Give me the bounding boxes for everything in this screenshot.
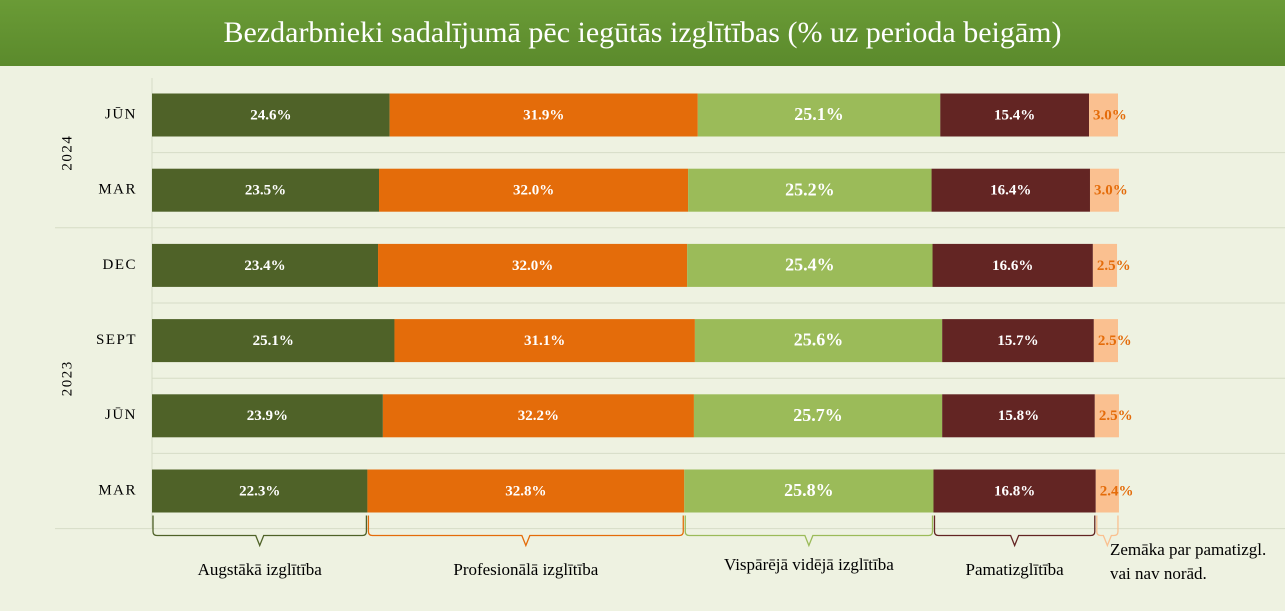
value-label: 24.6% xyxy=(250,107,291,123)
bar-segment xyxy=(687,243,933,287)
value-label: 25.8% xyxy=(784,480,834,500)
bar-segment xyxy=(688,168,932,212)
value-label: 3.0% xyxy=(1093,107,1127,123)
value-label: 2.5% xyxy=(1097,258,1131,274)
bar-segment xyxy=(940,93,1090,137)
bar-segment xyxy=(1089,168,1119,212)
value-label: 32.8% xyxy=(505,483,546,499)
bar-segment xyxy=(684,469,934,513)
bar-segment xyxy=(1092,243,1118,287)
value-label: 31.9% xyxy=(523,107,564,123)
legend-label: Profesionālā izglītība xyxy=(453,560,599,579)
value-label: 25.4% xyxy=(785,255,835,275)
category-label: MAR xyxy=(98,482,137,498)
value-label: 15.7% xyxy=(997,333,1038,349)
legend-bracket xyxy=(684,515,934,548)
legend-bracket xyxy=(933,515,1096,548)
bar-segment xyxy=(1089,93,1118,137)
bar-segment xyxy=(932,243,1093,287)
title-bar xyxy=(0,0,1285,66)
value-label: 32.0% xyxy=(513,183,554,199)
value-label: 3.0% xyxy=(1094,183,1128,199)
legend-label: Pamatizglītība xyxy=(965,560,1064,579)
legend-label: Vispārējā vidējā izglītība xyxy=(723,555,894,574)
value-label: 2.5% xyxy=(1099,408,1133,424)
bar-segment xyxy=(382,394,694,438)
value-label: 23.4% xyxy=(244,258,285,274)
bar-segment xyxy=(933,469,1096,513)
bar-segment xyxy=(1095,469,1119,513)
bar-segment xyxy=(378,243,688,287)
legend-bracket xyxy=(1096,515,1119,548)
value-label: 22.3% xyxy=(239,483,280,499)
category-label: JŪN xyxy=(105,106,137,122)
bar-segment xyxy=(694,319,943,363)
value-label: 25.7% xyxy=(793,405,843,425)
value-label: 25.1% xyxy=(794,104,844,124)
bar-segment xyxy=(152,394,383,438)
bar-segment xyxy=(152,243,379,287)
value-label: 2.5% xyxy=(1098,333,1132,349)
bar-segment xyxy=(697,93,941,137)
bar-segment xyxy=(152,168,380,212)
legend-label: Zemāka par pamatizgl. vai nav norād. xyxy=(1110,540,1267,583)
legend-label: Augstākā izglītība xyxy=(197,560,322,579)
value-label: 15.8% xyxy=(998,408,1039,424)
bar-segment xyxy=(152,469,368,513)
bar-segment xyxy=(379,168,689,212)
value-label: 16.4% xyxy=(990,183,1031,199)
bar-segment xyxy=(1093,319,1118,363)
value-label: 25.6% xyxy=(794,330,844,350)
value-label: 16.6% xyxy=(992,258,1033,274)
legend-bracket xyxy=(152,515,368,548)
value-label: 31.1% xyxy=(524,333,565,349)
category-label: SEPT xyxy=(96,332,137,348)
value-label: 32.0% xyxy=(512,258,553,274)
chart-title: Bezdarbnieki sadalījumā pēc iegūtās izgl… xyxy=(223,16,1062,49)
value-label: 25.1% xyxy=(253,333,294,349)
legend-bracket xyxy=(367,515,684,548)
category-label: DEC xyxy=(103,257,138,273)
category-label: JŪN xyxy=(105,407,137,423)
bar-segment xyxy=(693,394,943,438)
bar-segment xyxy=(942,319,1094,363)
bar-segment xyxy=(942,394,1095,438)
value-label: 32.2% xyxy=(518,408,559,424)
value-label: 15.4% xyxy=(994,107,1035,123)
bar-segment xyxy=(367,469,685,513)
group-label: 2023 xyxy=(59,360,75,396)
bar-segment xyxy=(152,93,390,137)
bar-segment xyxy=(152,319,395,363)
group-label: 2024 xyxy=(59,135,75,171)
bar-segment xyxy=(394,319,695,363)
value-label: 25.2% xyxy=(785,179,835,199)
category-label: MAR xyxy=(98,182,137,198)
value-label: 2.4% xyxy=(1100,483,1134,499)
value-label: 23.5% xyxy=(245,183,286,199)
bar-segment xyxy=(389,93,698,137)
bar-segment xyxy=(931,168,1090,212)
bar-segment xyxy=(1094,394,1119,438)
value-label: 23.9% xyxy=(247,408,288,424)
value-label: 16.8% xyxy=(994,483,1035,499)
